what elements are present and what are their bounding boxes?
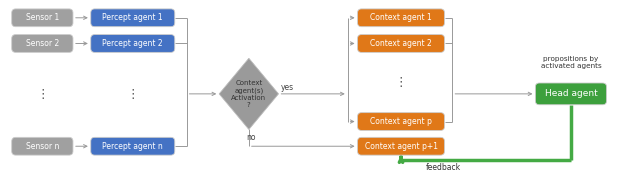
Text: Context agent 1: Context agent 1 bbox=[370, 13, 432, 22]
Text: Percept agent 2: Percept agent 2 bbox=[102, 39, 163, 48]
Text: Sensor n: Sensor n bbox=[26, 142, 59, 151]
Text: Context agent p: Context agent p bbox=[370, 117, 432, 126]
Text: Sensor 2: Sensor 2 bbox=[26, 39, 59, 48]
FancyBboxPatch shape bbox=[358, 113, 445, 130]
Text: Percept agent n: Percept agent n bbox=[102, 142, 163, 151]
Polygon shape bbox=[220, 58, 278, 129]
FancyBboxPatch shape bbox=[12, 137, 73, 155]
Text: Sensor 1: Sensor 1 bbox=[26, 13, 59, 22]
FancyBboxPatch shape bbox=[358, 137, 445, 155]
Text: ⋮: ⋮ bbox=[36, 88, 49, 101]
Text: no: no bbox=[246, 133, 255, 142]
FancyBboxPatch shape bbox=[536, 83, 607, 105]
FancyBboxPatch shape bbox=[12, 35, 73, 52]
Text: propositions by
activated agents: propositions by activated agents bbox=[541, 56, 602, 69]
FancyBboxPatch shape bbox=[358, 35, 445, 52]
Text: yes: yes bbox=[280, 84, 294, 92]
Text: ⋮: ⋮ bbox=[127, 88, 139, 101]
FancyBboxPatch shape bbox=[358, 9, 445, 27]
Text: Context
agent(s)
Activation
?: Context agent(s) Activation ? bbox=[231, 80, 266, 108]
FancyBboxPatch shape bbox=[12, 9, 73, 27]
Text: Percept agent 1: Percept agent 1 bbox=[102, 13, 163, 22]
Text: Context agent 2: Context agent 2 bbox=[370, 39, 432, 48]
Text: Context agent p+1: Context agent p+1 bbox=[365, 142, 438, 151]
FancyBboxPatch shape bbox=[91, 35, 175, 52]
FancyBboxPatch shape bbox=[91, 9, 175, 27]
Text: feedback: feedback bbox=[426, 163, 461, 172]
Text: Head agent: Head agent bbox=[545, 89, 597, 98]
Text: ⋮: ⋮ bbox=[395, 76, 407, 89]
FancyBboxPatch shape bbox=[91, 137, 175, 155]
